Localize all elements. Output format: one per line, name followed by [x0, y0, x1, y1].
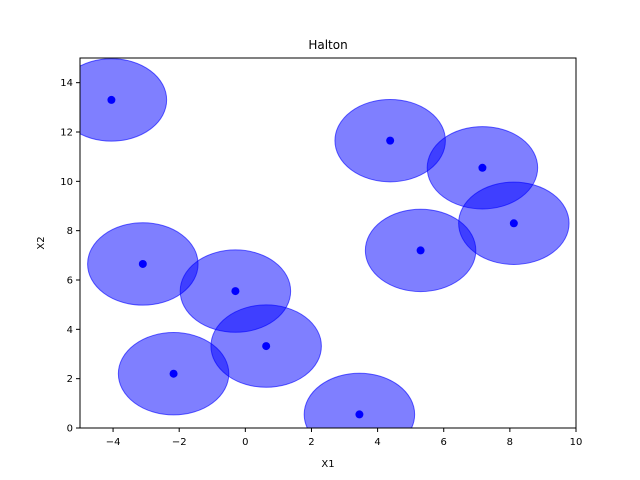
x-tick-label: 0: [242, 437, 248, 448]
data-point: [416, 246, 425, 255]
y-tick-label: 14: [60, 78, 73, 89]
data-point: [355, 410, 364, 419]
x-axis-ticks: −4 −2 0 2 4 6 8 10: [106, 428, 583, 448]
data-point: [138, 259, 147, 268]
x-tick-label: −4: [106, 437, 121, 448]
data-point: [169, 369, 178, 378]
data-point: [231, 287, 240, 296]
y-tick-label: 6: [67, 276, 73, 287]
x-tick-label: 6: [441, 437, 447, 448]
plot-frame: [79, 57, 577, 429]
circle-layer: [80, 58, 570, 428]
x-tick-label: 4: [374, 437, 380, 448]
x-tick-label: −2: [172, 437, 187, 448]
y-tick-label: 8: [67, 226, 73, 237]
data-point: [262, 342, 271, 351]
chart-title: Halton: [308, 38, 347, 52]
data-point: [478, 163, 487, 172]
data-point: [107, 95, 116, 104]
x-axis-label: X1: [321, 459, 334, 470]
y-tick-label: 4: [67, 325, 73, 336]
data-point: [509, 219, 518, 228]
coverage-circle: [303, 372, 416, 428]
x-tick-label: 8: [507, 437, 513, 448]
y-tick-label: 2: [67, 374, 73, 385]
x-tick-label: 10: [570, 437, 583, 448]
x-tick-label: 2: [308, 437, 314, 448]
y-tick-label: 0: [67, 424, 73, 435]
y-axis-ticks: 0 2 4 6 8 10 12 14: [60, 78, 80, 435]
point-layer: [107, 95, 518, 419]
data-point: [386, 136, 395, 145]
y-tick-label: 10: [60, 177, 73, 188]
coverage-circle: [80, 58, 168, 142]
y-tick-label: 12: [60, 128, 73, 139]
y-axis-label: X2: [36, 236, 47, 249]
